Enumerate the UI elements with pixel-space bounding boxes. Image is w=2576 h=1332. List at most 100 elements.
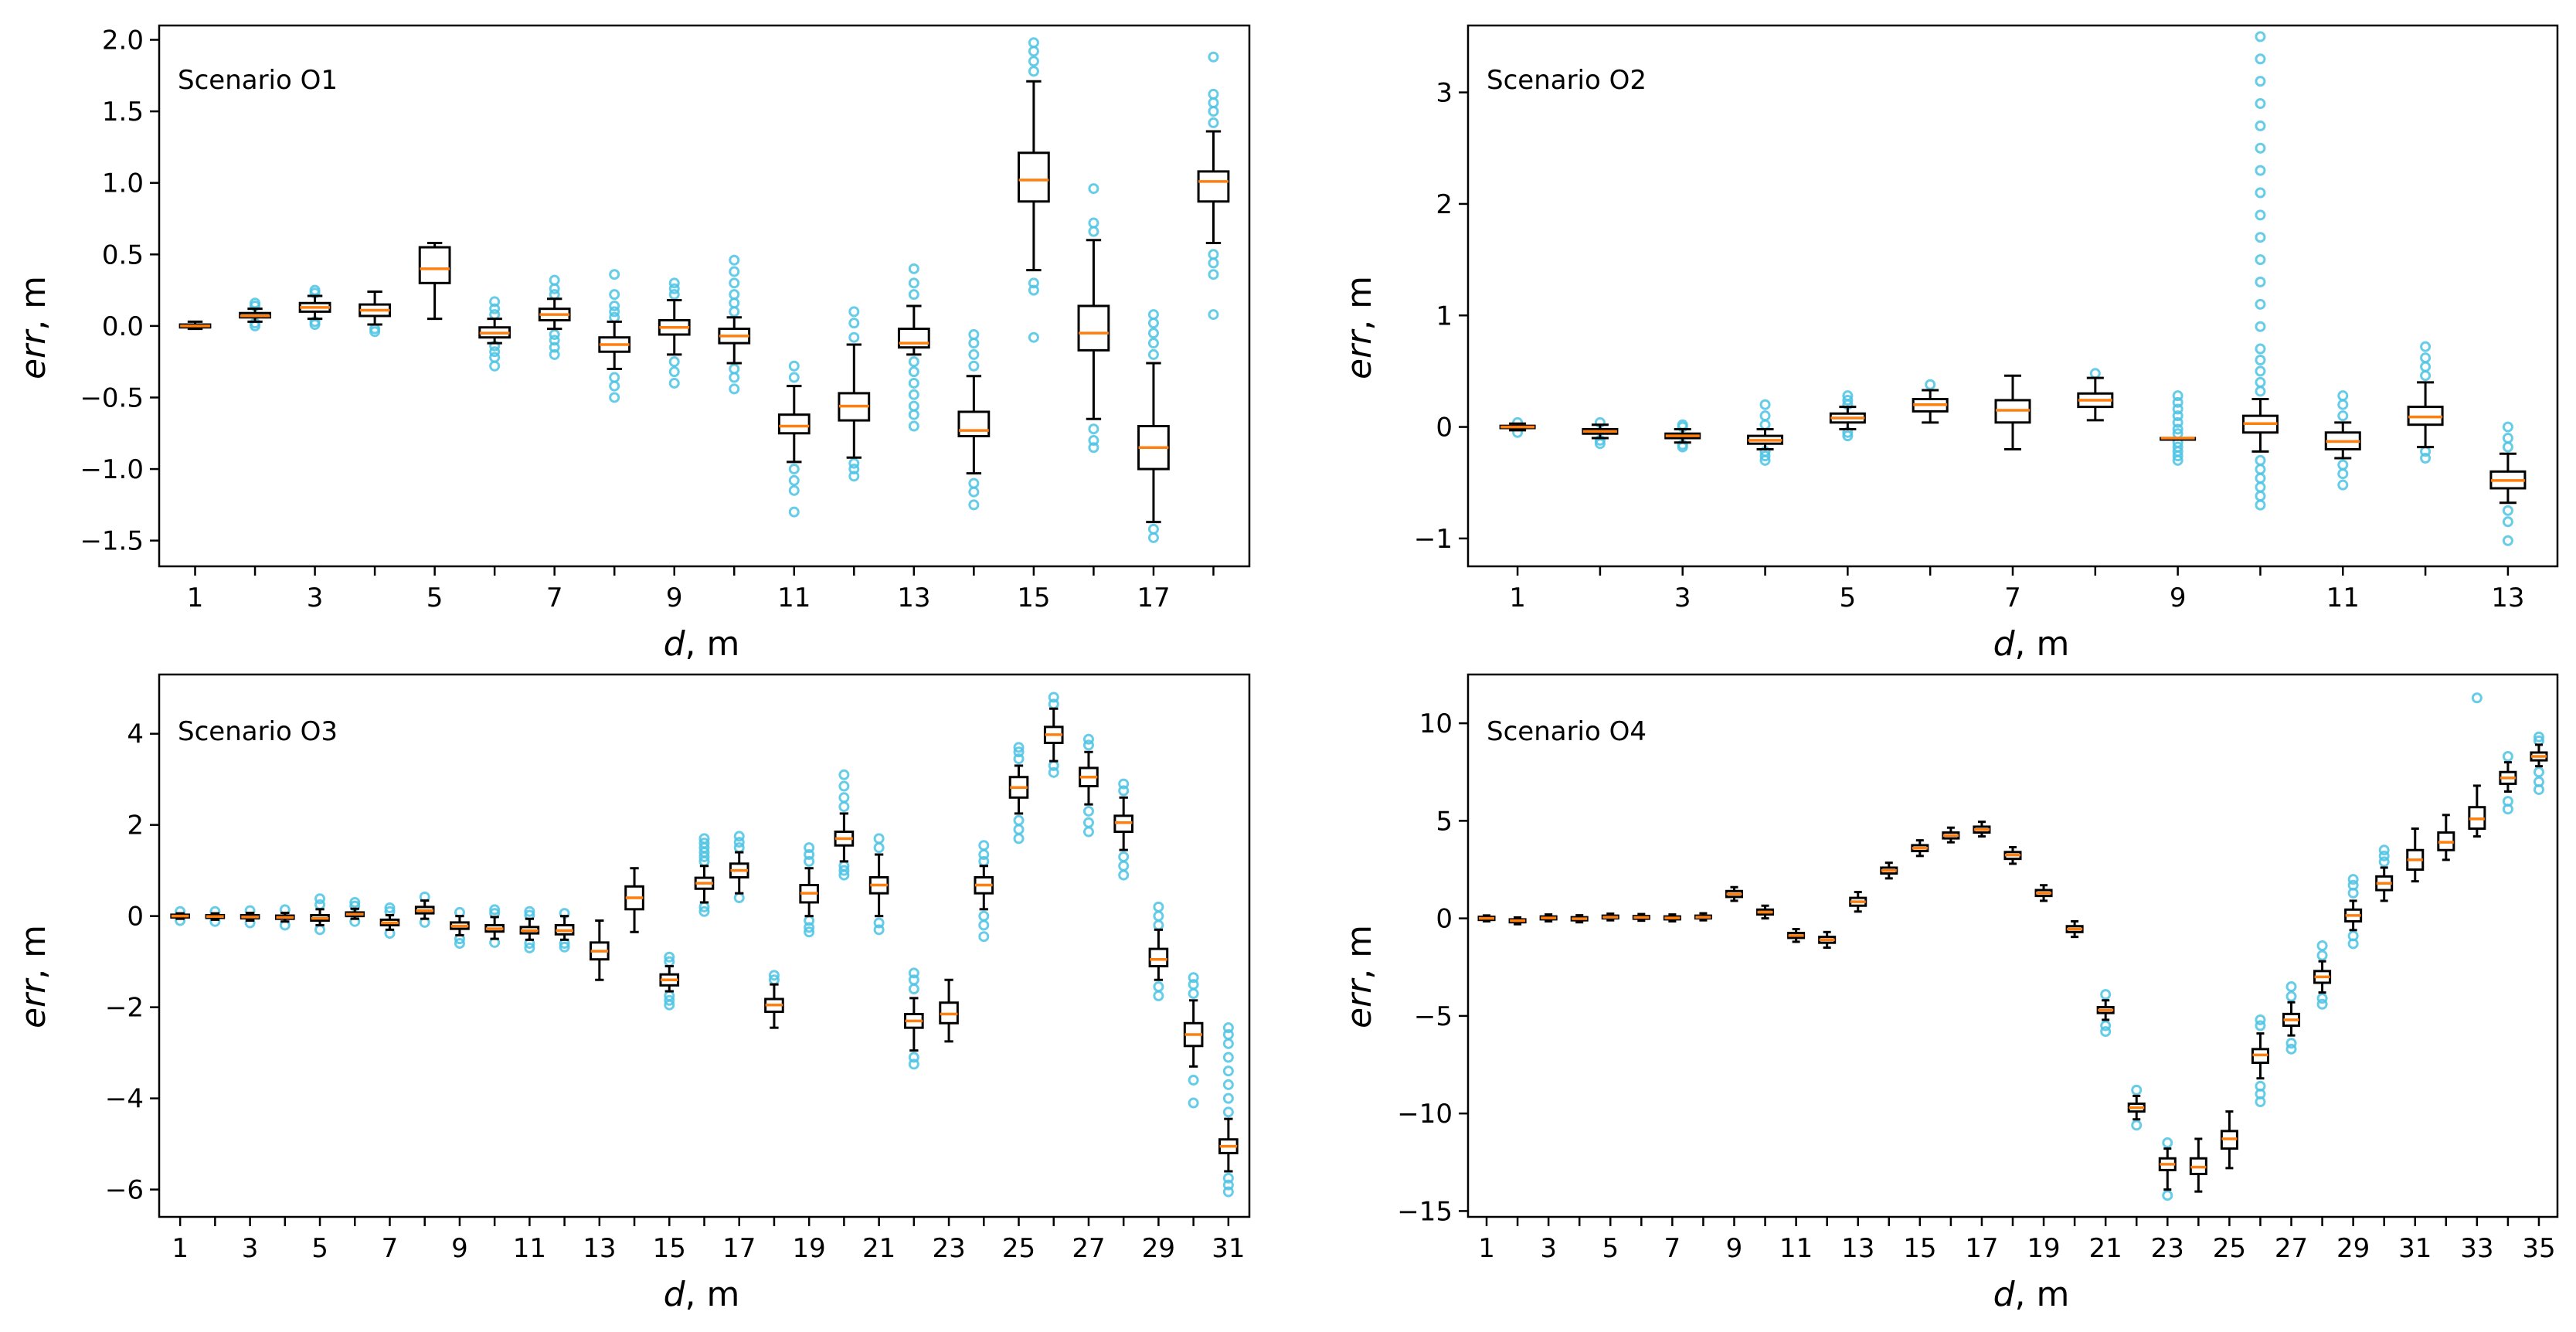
x-axis: 1 3 5 7 9 11 13 15 17 — [187, 566, 1215, 613]
flier-point — [978, 931, 990, 943]
box-d26 — [1043, 691, 1064, 778]
scenario-label: Scenario O1 — [178, 65, 338, 96]
flier-point — [908, 289, 919, 301]
flier-point — [1088, 442, 1099, 454]
y-axis: −1 0 1 2 3 — [1414, 78, 1468, 555]
y-tick-label: 1.0 — [102, 168, 144, 199]
box-d14 — [1880, 861, 1898, 880]
flier-point — [978, 840, 990, 851]
flier-point — [668, 366, 680, 378]
box-d13 — [590, 919, 610, 981]
y-tick-label: −2 — [105, 993, 144, 1024]
x-tick-label: 31 — [1212, 1233, 1245, 1264]
panel-o1: err, m d, m Scenario O1 −1.5 −1.0 −0.5 0.0 0… — [14, 24, 1251, 664]
box-d11 — [777, 360, 811, 518]
boxes — [1477, 692, 2548, 1201]
flier-point — [559, 941, 570, 953]
flier-point — [489, 346, 501, 358]
flier-point — [2316, 940, 2328, 951]
flier-point — [848, 306, 860, 318]
flier-point — [2131, 1084, 2143, 1096]
flier-point — [2255, 98, 2266, 110]
flier-point — [369, 326, 381, 338]
flier-point — [804, 926, 815, 938]
flier-point — [2255, 1014, 2266, 1025]
x-tick-label: 15 — [1903, 1233, 1936, 1264]
x-tick-label: 9 — [666, 583, 683, 613]
flier-point — [1222, 1179, 1234, 1191]
flier-point — [1208, 269, 1219, 280]
flier-point — [1594, 438, 1606, 450]
x-tick-label: 3 — [1674, 583, 1691, 613]
box-d12 — [554, 908, 575, 953]
flier-point — [549, 274, 560, 286]
flier-point — [2255, 499, 2266, 511]
box-d7 — [538, 274, 571, 360]
box-d9 — [2160, 390, 2197, 466]
x-tick-label: 9 — [1726, 1233, 1743, 1264]
flier-point — [1222, 1079, 1234, 1090]
box-d14 — [624, 867, 644, 933]
flier-point — [2378, 844, 2390, 856]
y-tick-label: 1 — [1436, 301, 1453, 331]
box-d12 — [838, 306, 871, 482]
box-d8 — [1694, 912, 1712, 922]
box-d16 — [1077, 183, 1110, 454]
x-tick-label: 5 — [427, 583, 443, 613]
box-d35 — [2530, 731, 2548, 795]
flier-point — [1088, 435, 1099, 447]
box-d2 — [205, 906, 226, 927]
box-d7 — [1663, 913, 1681, 923]
flier-point — [2502, 421, 2513, 433]
flier-point — [2285, 981, 2297, 993]
flier-point — [1925, 379, 1936, 390]
x-tick-label: 33 — [2460, 1233, 2493, 1264]
flier-point — [2337, 479, 2349, 491]
flier-point — [848, 471, 860, 482]
flier-point — [848, 331, 860, 343]
flier-point — [2316, 993, 2328, 1004]
x-tick-label: 29 — [2336, 1233, 2370, 1264]
box-d2 — [1582, 416, 1619, 450]
flier-point — [2255, 376, 2266, 388]
flier-point — [1048, 691, 1059, 703]
x-tick-label: 25 — [2213, 1233, 2246, 1264]
flier-point — [908, 974, 919, 986]
flier-point — [2172, 410, 2183, 422]
flier-point — [908, 389, 919, 400]
flier-point — [788, 484, 800, 496]
box-d18 — [764, 970, 784, 1029]
box-d8 — [598, 269, 631, 403]
x-tick-label: 1 — [1509, 583, 1526, 613]
box-d15 — [659, 951, 680, 1011]
x-tick-label: 5 — [1602, 1233, 1619, 1264]
flier-point — [384, 902, 396, 914]
flier-point — [2172, 390, 2183, 402]
flier-point — [968, 329, 980, 340]
x-axis: 1 3 5 7 9 11 13 15 17 19 21 23 25 27 29 31 — [172, 1217, 1245, 1264]
box-d17 — [1973, 821, 1991, 838]
flier-point — [609, 289, 620, 301]
flier-point — [788, 474, 800, 486]
flier-point — [733, 837, 745, 848]
box-d25 — [1008, 742, 1029, 844]
flier-point — [804, 842, 815, 854]
x-tick-label: 23 — [932, 1233, 965, 1264]
flier-point — [2172, 454, 2183, 466]
box-d12 — [2407, 341, 2444, 464]
box-d3 — [1664, 419, 1701, 453]
flier-point — [1208, 117, 1219, 128]
flier-point — [2316, 998, 2328, 1010]
box-d3 — [240, 905, 260, 929]
flier-point — [2172, 403, 2183, 415]
flier-point — [1208, 257, 1219, 269]
flier-point — [2337, 468, 2349, 480]
flier-point — [729, 372, 740, 383]
box-d19 — [799, 842, 819, 938]
flier-point — [1208, 309, 1219, 321]
flier-point — [2255, 321, 2266, 332]
x-axis: 1 3 5 7 9 11 13 — [1509, 566, 2525, 613]
flier-point — [1188, 979, 1199, 991]
